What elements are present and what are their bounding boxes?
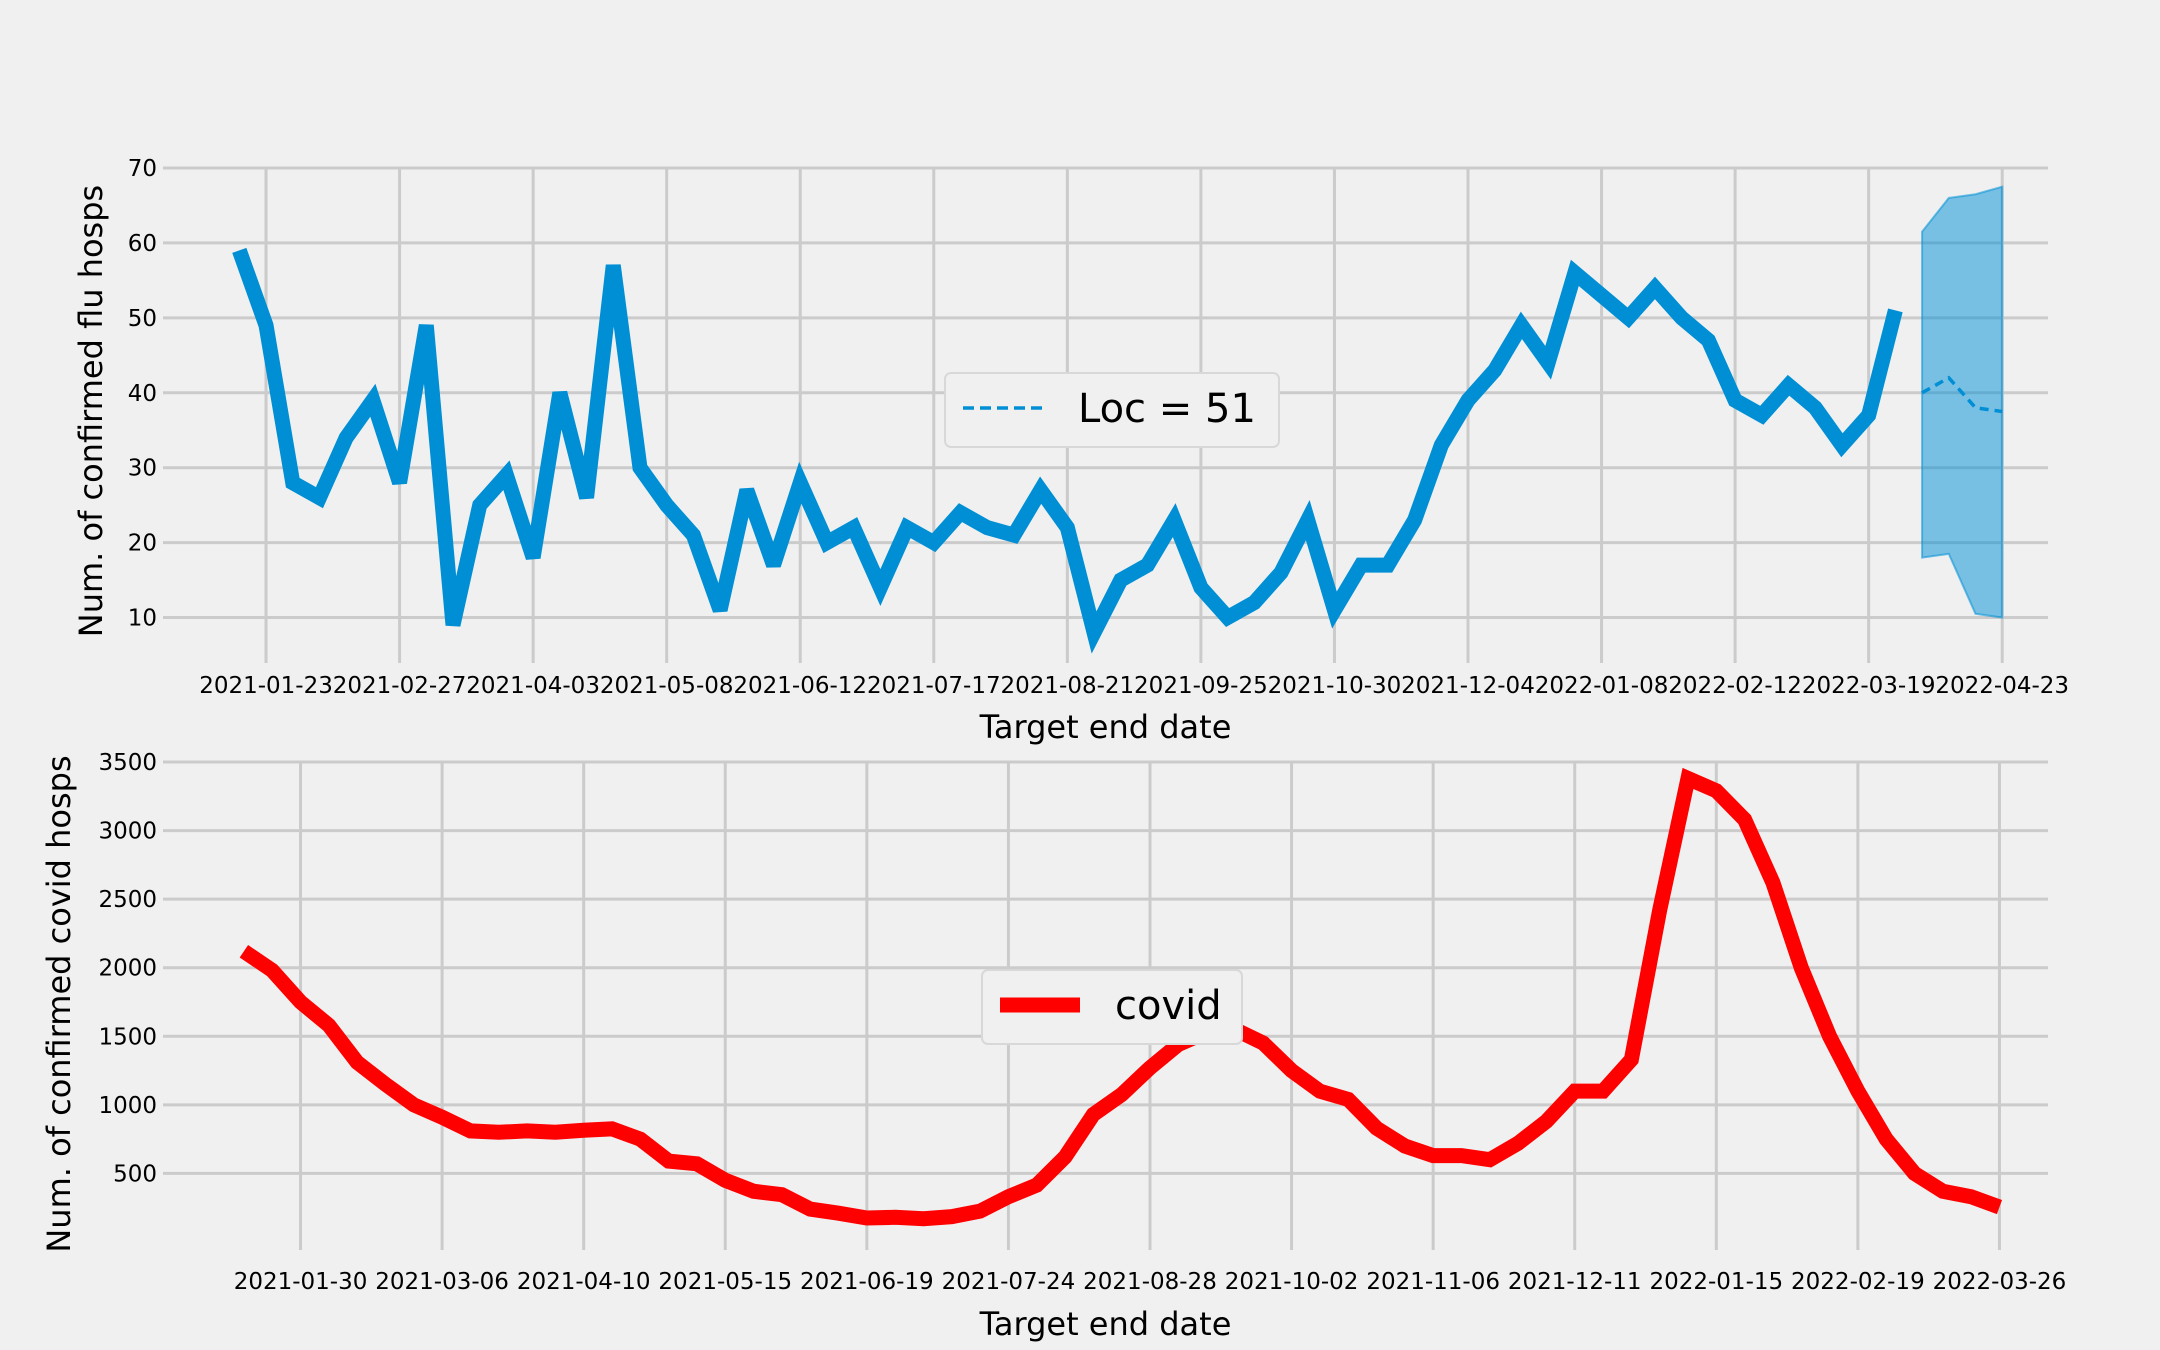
x-tick-label: 2021-01-23 [199,673,333,699]
x-tick-label: 2021-04-03 [466,673,600,699]
x-tick-label: 2021-08-28 [1083,1269,1217,1295]
covid-chart: 500 1000 1500 2000 2500 3000 3500 2021-01-30 202… [40,750,2066,1343]
x-axis-label: Target end date [979,1305,1232,1343]
x-tick-label: 2021-02-27 [333,673,467,699]
x-tick-label: 2022-02-19 [1791,1269,1925,1295]
y-axis-label: Num. of confirmed flu hosps [72,185,110,637]
x-axis-label: Target end date [979,708,1232,746]
forecast-interval-band [1921,185,2004,619]
x-tick-label: 2021-08-21 [1001,673,1135,699]
y-tick-label: 3500 [98,750,157,776]
x-tick-label: 2021-07-24 [942,1269,1076,1295]
x-tick-label: 2022-01-15 [1649,1269,1783,1295]
x-tick-label: 2021-01-30 [234,1269,368,1295]
x-tick-label: 2021-04-10 [517,1269,651,1295]
legend-label: Loc = 51 [1078,386,1256,432]
y-tick-label: 30 [128,456,157,482]
x-tick-label: 2021-09-25 [1134,673,1268,699]
x-tick-label: 2021-11-06 [1366,1269,1500,1295]
legend-frame [944,372,1280,448]
y-tick-label: 10 [128,606,157,632]
x-tick-label: 2021-03-06 [375,1269,509,1295]
x-tick-label: 2021-05-08 [600,673,734,699]
x-tick-label: 2021-10-02 [1225,1269,1359,1295]
legend: Loc = 51 [944,372,1280,448]
y-tick-label: 70 [128,156,157,182]
x-tick-label: 2021-10-30 [1268,673,1402,699]
y-tick-label: 40 [128,381,157,407]
y-tick-label: 20 [128,531,157,557]
y-tick-label: 50 [128,306,157,332]
y-tick-label: 60 [128,231,157,257]
forecast-median-line [1921,375,2003,414]
y-tick-label: 500 [113,1161,157,1187]
x-tick-label: 2022-03-19 [1802,673,1936,699]
legend: covid [981,969,1243,1045]
legend-label: covid [1115,983,1222,1029]
x-tick-label: 2021-06-12 [733,673,867,699]
x-tick-label: 2022-02-12 [1668,673,1802,699]
x-tick-label: 2022-01-08 [1535,673,1669,699]
x-tick-label: 2021-12-11 [1508,1269,1642,1295]
x-tick-label: 2021-05-15 [658,1269,792,1295]
x-tick-label: 2021-07-17 [867,673,1001,699]
x-tick-label: 2021-12-04 [1401,673,1535,699]
y-tick-label: 1000 [98,1093,157,1119]
y-tick-label: 3000 [98,819,157,845]
x-tick-label: 2022-04-23 [1935,673,2069,699]
x-tick-label: 2022-03-26 [1933,1269,2067,1295]
y-tick-label: 2000 [98,956,157,982]
y-tick-label: 2500 [98,887,157,913]
series-line-observed [232,247,1903,654]
series-line-covid [239,767,2003,1227]
y-axis-label: Num. of confirmed covid hosps [40,755,78,1252]
x-tick-label: 2021-06-19 [800,1269,934,1295]
legend-frame [981,969,1243,1045]
y-tick-label: 1500 [98,1024,157,1050]
